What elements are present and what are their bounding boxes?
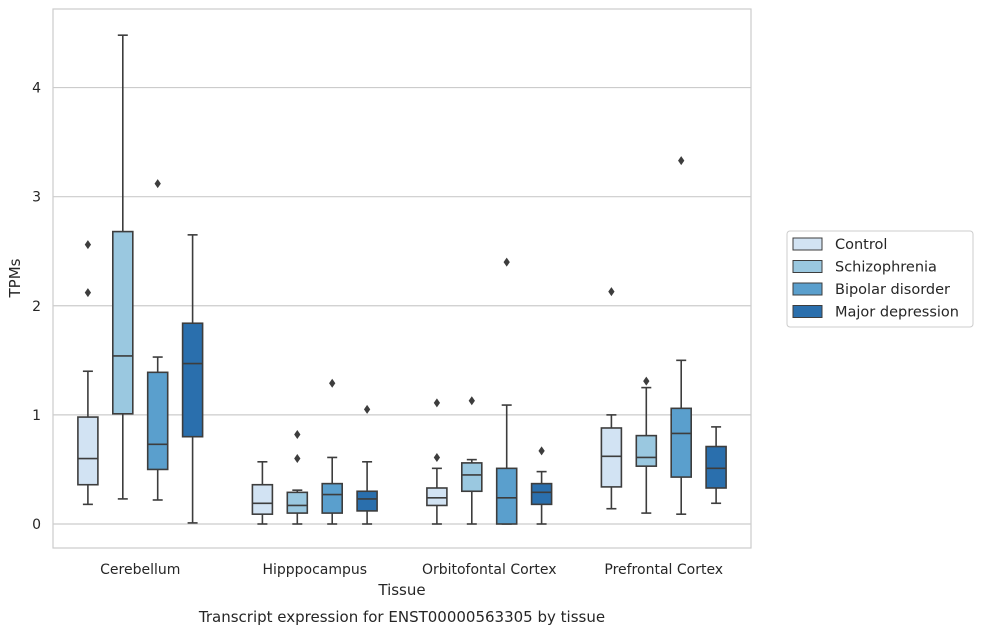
box-0-0: [77, 240, 99, 506]
outlier-point: [503, 257, 510, 267]
outlier-point: [643, 376, 650, 386]
box-iqr: [600, 427, 623, 488]
box-series-group: [77, 34, 727, 525]
box-1-0: [251, 461, 274, 525]
legend-label: Control: [835, 237, 887, 253]
box-iqr: [495, 467, 518, 525]
x-tick-labels: Cerebellum Hipppocampus Orbitofontal Corte…: [100, 562, 723, 578]
box-iqr: [635, 434, 658, 467]
box-2-1: [460, 396, 483, 525]
y-tick-label: 2: [32, 299, 41, 315]
outlier-point: [84, 288, 92, 298]
box-1-3: [356, 404, 378, 525]
box-1-2: [321, 378, 344, 525]
box-1-1: [286, 430, 309, 525]
box-3-1: [635, 376, 658, 514]
x-tick-label: Orbitofontal Cortex: [422, 562, 557, 578]
outlier-point: [363, 404, 371, 414]
chart-caption: Transcript expression for ENST0000056330…: [198, 608, 605, 626]
box-2-2: [495, 257, 518, 525]
box-iqr: [251, 483, 274, 515]
y-tick-label: 0: [32, 517, 41, 533]
y-axis-label: TPMs: [6, 258, 24, 298]
legend-swatch: [792, 260, 823, 273]
outlier-point: [433, 452, 441, 462]
box-2-0: [426, 398, 448, 525]
legend-label: Schizophrenia: [835, 260, 937, 276]
box-iqr: [146, 371, 169, 471]
box-3-0: [600, 287, 623, 510]
box-iqr: [181, 322, 204, 438]
y-tick-label: 4: [32, 81, 41, 97]
legend-frame: [786, 230, 974, 328]
box-0-1: [112, 34, 134, 500]
outlier-point: [329, 378, 336, 388]
box-0-3: [181, 234, 204, 524]
x-tick-label: Hipppocampus: [262, 562, 367, 578]
box-2-3: [530, 446, 553, 525]
outlier-point: [154, 179, 161, 189]
box-3-3: [705, 426, 727, 505]
box-iqr: [530, 482, 553, 506]
outlier-point: [294, 430, 301, 440]
x-axis-label: Tissue: [377, 581, 425, 599]
box-3-2: [670, 156, 693, 515]
box-iqr: [460, 462, 483, 493]
y-tick-labels: 0 1 2 3 4: [32, 81, 41, 533]
box-iqr: [426, 487, 448, 507]
legend: Control Schizophrenia Bipolar disorder Majo…: [786, 230, 974, 328]
grid-lines: [53, 86, 751, 525]
outlier-point: [678, 156, 685, 166]
x-tick-label: Prefrontal Cortex: [604, 562, 723, 578]
box-iqr: [321, 482, 344, 514]
box-iqr: [77, 416, 99, 486]
outlier-point: [433, 398, 441, 408]
y-tick-label: 3: [32, 190, 41, 206]
legend-swatch: [792, 305, 823, 318]
box-iqr: [112, 230, 134, 415]
y-tick-label: 1: [32, 408, 41, 424]
outlier-point: [608, 287, 615, 297]
legend-swatch: [792, 237, 823, 251]
box-iqr: [286, 491, 309, 514]
outlier-point: [294, 454, 301, 464]
legend-swatch: [792, 282, 823, 296]
outlier-point: [468, 396, 475, 406]
legend-label: Major depression: [835, 305, 959, 321]
legend-label: Bipolar disorder: [835, 282, 950, 298]
box-0-2: [146, 179, 169, 501]
outlier-point: [538, 446, 545, 456]
box-iqr: [670, 407, 693, 478]
x-tick-label: Cerebellum: [100, 562, 180, 578]
box-iqr: [705, 445, 727, 489]
box-iqr: [356, 490, 378, 512]
outlier-point: [84, 240, 92, 250]
plot-area-frame: [52, 8, 752, 549]
